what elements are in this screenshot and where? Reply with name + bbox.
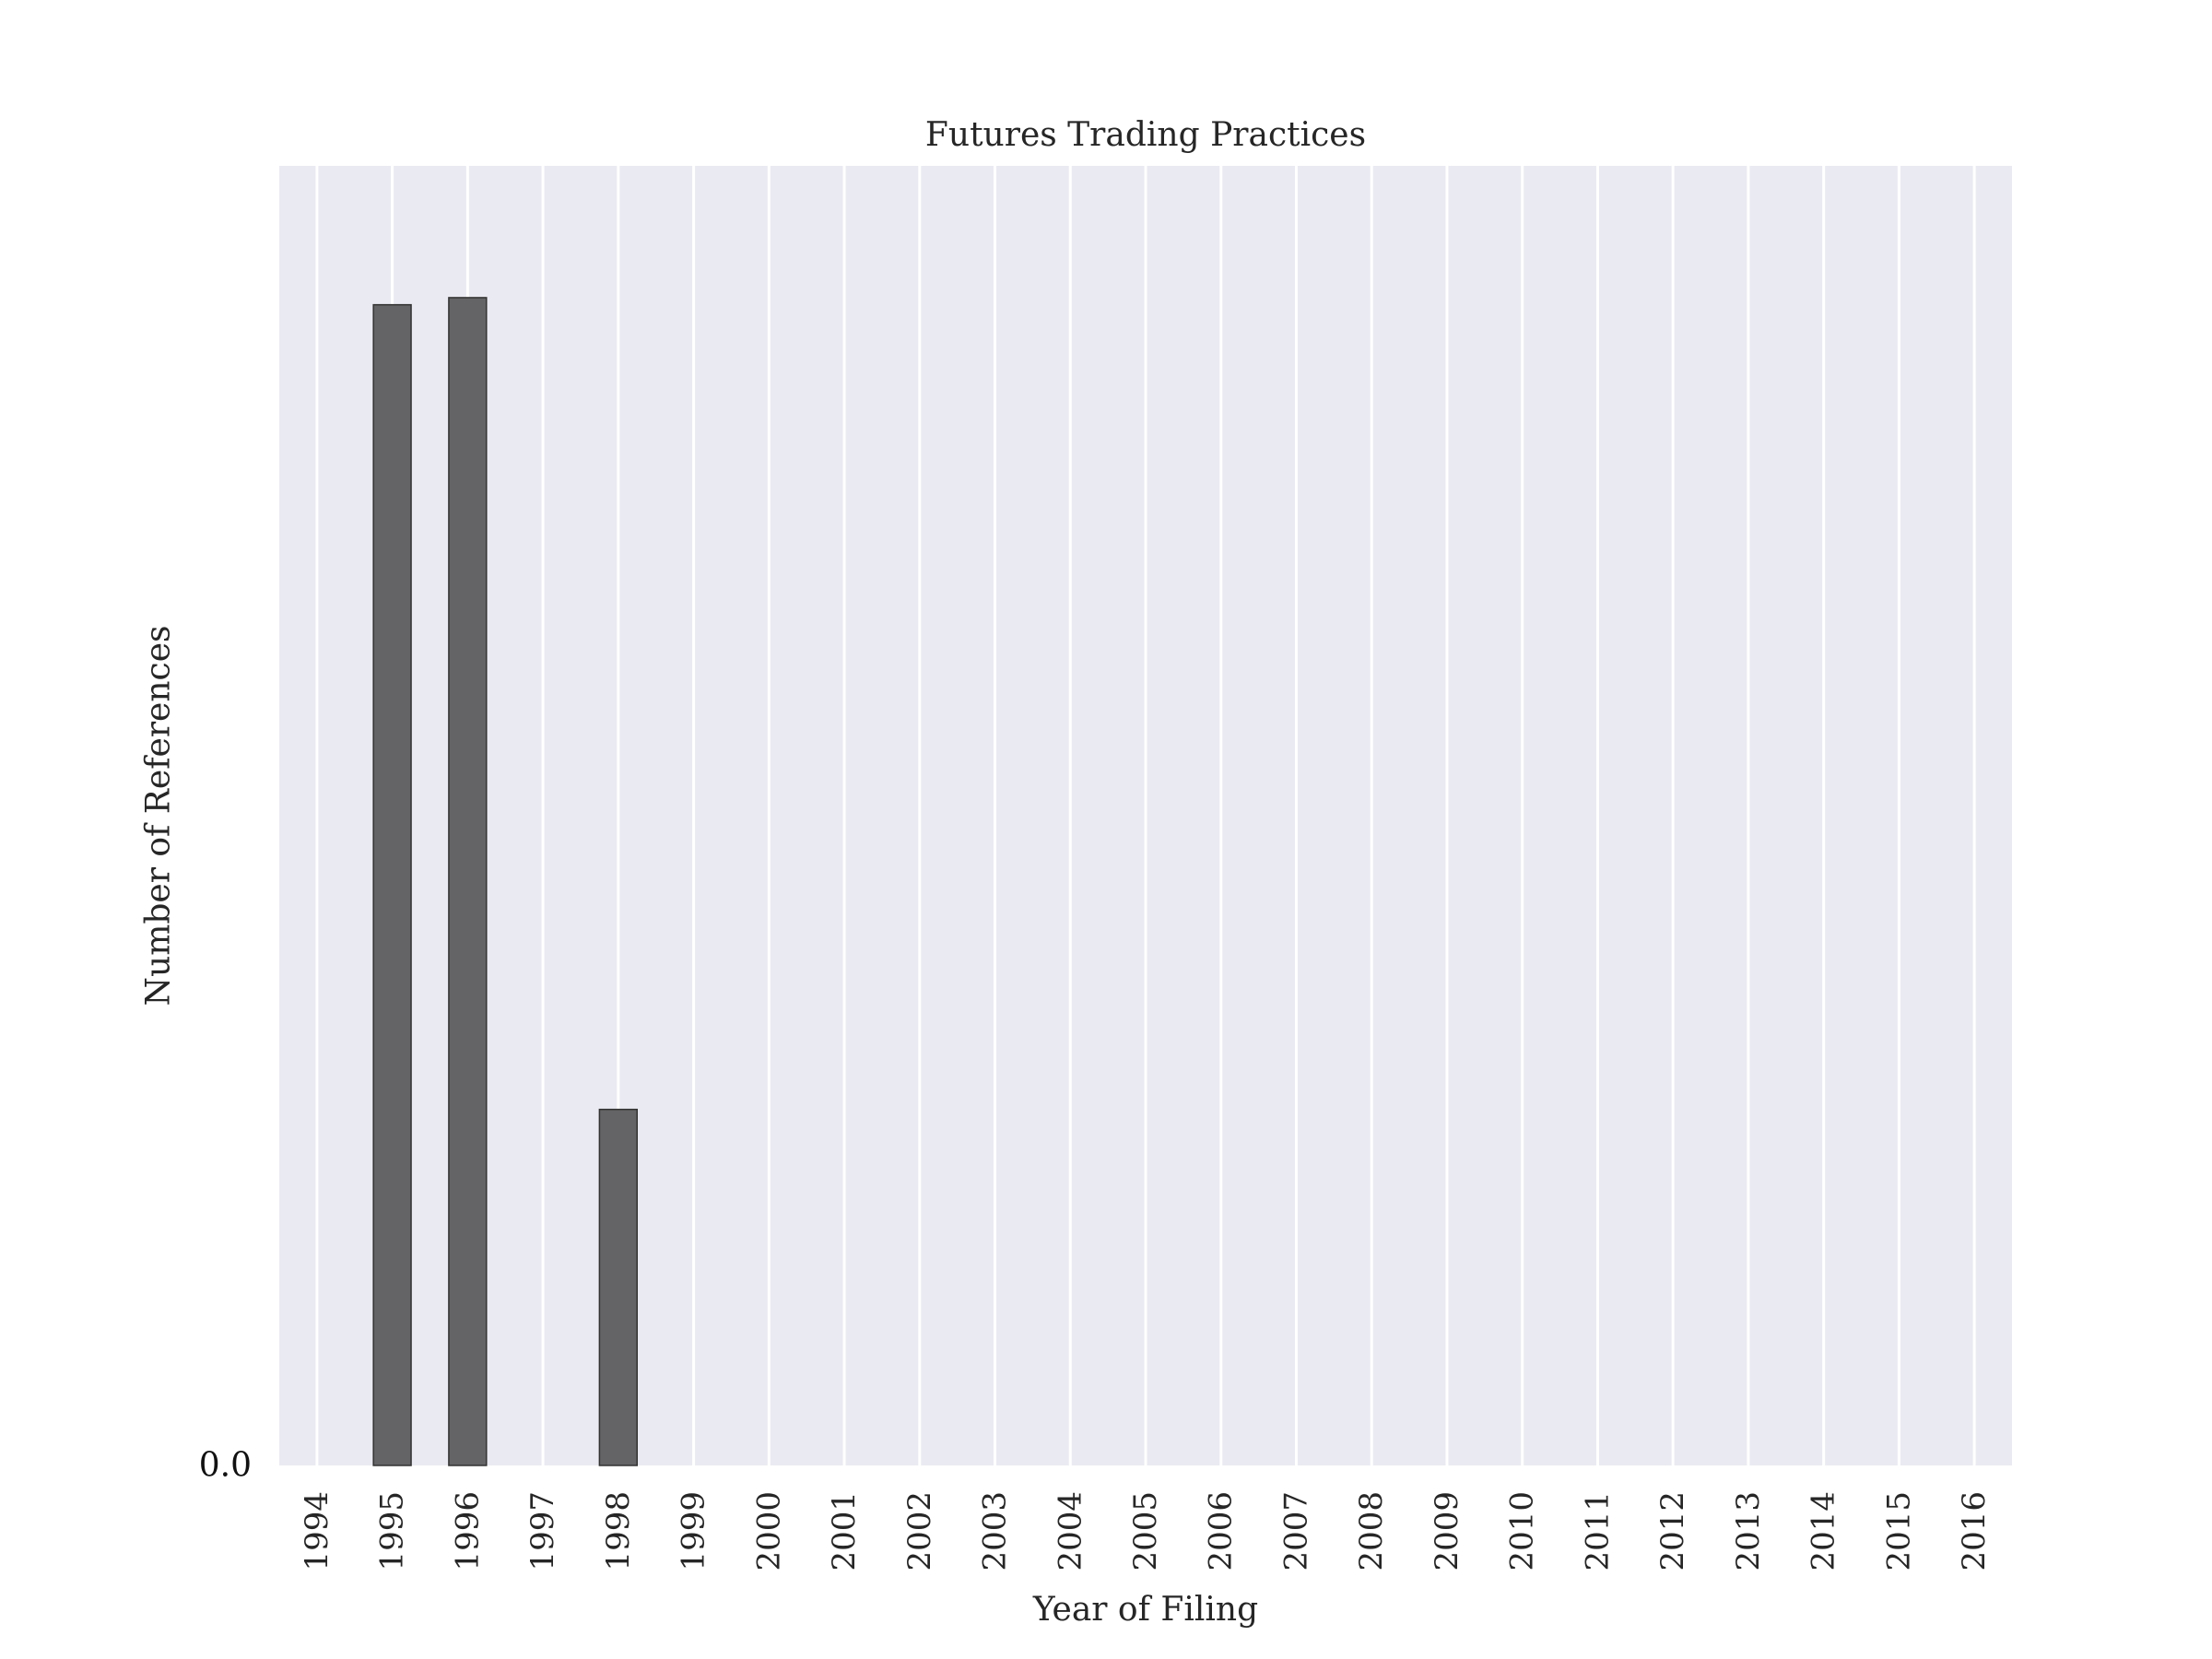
x-tick-label-2005: 2005: [1127, 1491, 1164, 1571]
x-tick-label-2000: 2000: [750, 1491, 787, 1571]
y-tick-label: 0.0: [199, 1447, 252, 1485]
y-axis-label: Number of References: [140, 626, 178, 1006]
x-tick-label-1996: 1996: [449, 1491, 486, 1571]
x-tick-label-1998: 1998: [600, 1491, 637, 1571]
x-tick-label-1994: 1994: [299, 1491, 335, 1571]
x-tick-label-2006: 2006: [1203, 1491, 1240, 1571]
x-tick-label-2007: 2007: [1277, 1491, 1314, 1571]
x-tick-label-2001: 2001: [826, 1491, 863, 1571]
x-tick-label-2014: 2014: [1806, 1491, 1842, 1571]
x-tick-labels: 1994 1995 1996 1997 1998 1999 2000 2001 2002 2003…: [299, 1491, 1993, 1571]
x-tick-label-2013: 2013: [1730, 1491, 1767, 1571]
x-axis-label: Year of Filing: [1032, 1591, 1258, 1629]
x-tick-label-1999: 1999: [676, 1491, 712, 1571]
bar-1996: [448, 297, 488, 1466]
x-tick-label-2012: 2012: [1654, 1491, 1691, 1571]
x-tick-label-2002: 2002: [901, 1491, 938, 1571]
x-tick-label-2003: 2003: [977, 1491, 1014, 1571]
y-tick-labels: 0.0: [199, 1447, 252, 1485]
bars: [372, 297, 639, 1466]
bar-1998: [598, 1108, 639, 1466]
x-tick-label-2004: 2004: [1052, 1491, 1088, 1571]
chart-title: Futures Trading Practices: [925, 116, 1366, 154]
x-tick-label-2016: 2016: [1956, 1491, 1993, 1571]
x-tick-label-2009: 2009: [1429, 1491, 1465, 1571]
x-tick-label-1995: 1995: [374, 1491, 411, 1571]
x-tick-label-1997: 1997: [524, 1491, 561, 1571]
x-tick-label-2010: 2010: [1504, 1491, 1541, 1571]
x-tick-label-2011: 2011: [1579, 1491, 1616, 1571]
x-tick-label-2008: 2008: [1353, 1491, 1390, 1571]
bar-1995: [372, 303, 412, 1466]
x-tick-label-2015: 2015: [1880, 1491, 1917, 1571]
